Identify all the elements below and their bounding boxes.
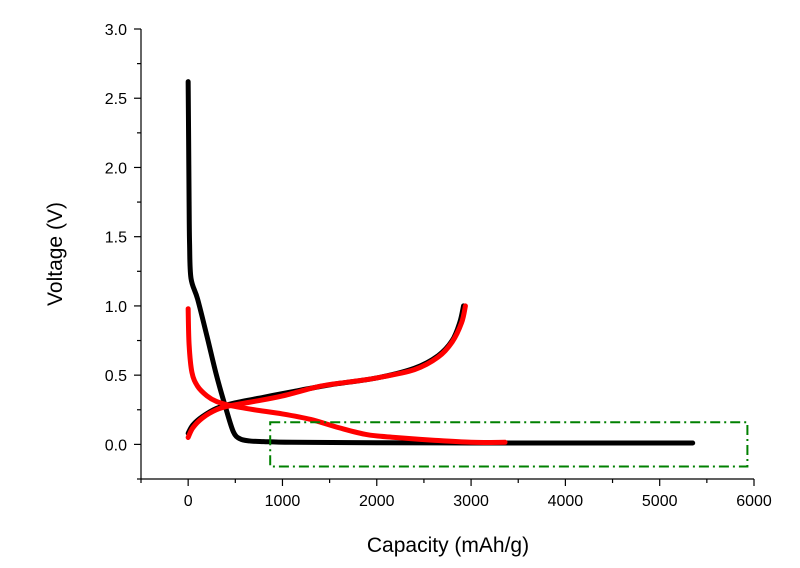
y-tick-label: 0.0 — [105, 437, 127, 454]
x-tick-label: 3000 — [453, 493, 489, 510]
x-axis-label: Capacity (mAh/g) — [367, 534, 529, 557]
y-axis-label: Voltage (V) — [44, 202, 67, 306]
x-tick-label: 1000 — [265, 493, 301, 510]
series-group — [185, 79, 696, 446]
y-tick-label: 0.5 — [105, 368, 127, 385]
highlight-box — [269, 421, 749, 468]
ticks: 0 1000 2000 3000 4000 5000 6000 0.0 0.5 1.0 1.5 2.0… — [105, 22, 772, 510]
y-tick-label: 3.0 — [105, 22, 127, 39]
series-line-3 — [185, 303, 468, 440]
x-tick-label: 0 — [184, 493, 193, 510]
y-tick-label: 1.5 — [105, 230, 127, 247]
x-tick-label: 6000 — [736, 493, 772, 510]
y-tick-label: 2.5 — [105, 91, 127, 108]
series-line-0 — [185, 79, 696, 446]
y-tick-label: 1.0 — [105, 299, 127, 316]
y-tick-label: 2.0 — [105, 160, 127, 177]
series-line-2 — [185, 306, 508, 445]
x-tick-label: 4000 — [548, 493, 584, 510]
x-tick-label: 2000 — [359, 493, 395, 510]
x-tick-label: 5000 — [642, 493, 678, 510]
